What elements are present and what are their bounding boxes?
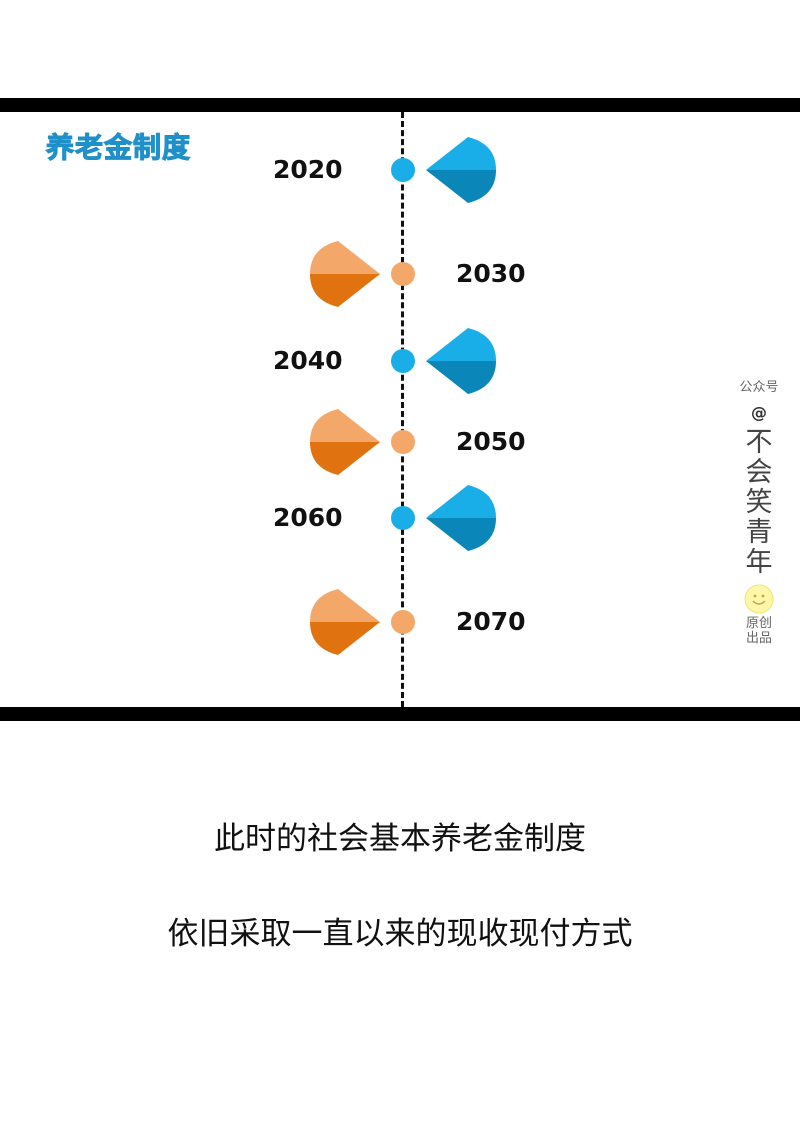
fan-arrow-icon: [426, 485, 496, 551]
caption-line-2: 依旧采取一直以来的现收现付方式: [167, 916, 633, 952]
timeline-node: [391, 158, 415, 182]
timeline-year: 2060: [273, 503, 343, 532]
watermark-label: 公众号: [739, 380, 779, 395]
timeline-node: [391, 506, 415, 530]
watermark-name-char: 笑: [745, 487, 773, 518]
watermark-name-char: 会: [745, 457, 773, 488]
watermark-original: 出品: [745, 631, 772, 646]
watermark-name-char: 年: [745, 547, 773, 578]
timeline-year: 2020: [273, 155, 343, 184]
caption-line-1: 此时的社会基本养老金制度: [214, 821, 586, 857]
timeline-node: [391, 430, 415, 454]
timeline-year: 2030: [456, 259, 526, 288]
timeline-line: [401, 112, 404, 707]
fan-arrow-icon: [310, 241, 380, 307]
timeline-node: [391, 262, 415, 286]
panel-title: 养老金制度: [45, 131, 192, 165]
fan-arrow-icon: [310, 589, 380, 655]
top-border: [0, 98, 800, 112]
fan-arrow-icon: [426, 137, 496, 203]
timeline-year: 2040: [273, 346, 343, 375]
watermark-name-char: 不: [745, 427, 773, 458]
timeline-node: [391, 349, 415, 373]
watermark-name-char: 青: [745, 517, 773, 548]
timeline-year: 2070: [456, 607, 526, 636]
timeline-year: 2050: [456, 427, 526, 456]
timeline-node: [391, 610, 415, 634]
fan-arrow-icon: [310, 409, 380, 475]
smiley-icon: [744, 584, 774, 614]
watermark-original: 原创: [745, 616, 772, 631]
bottom-border: [0, 707, 800, 721]
watermark: 公众号 @ 不 会 笑 青 年 原创 出品: [736, 380, 782, 646]
fan-arrow-icon: [426, 328, 496, 394]
at-icon: @: [751, 403, 767, 422]
